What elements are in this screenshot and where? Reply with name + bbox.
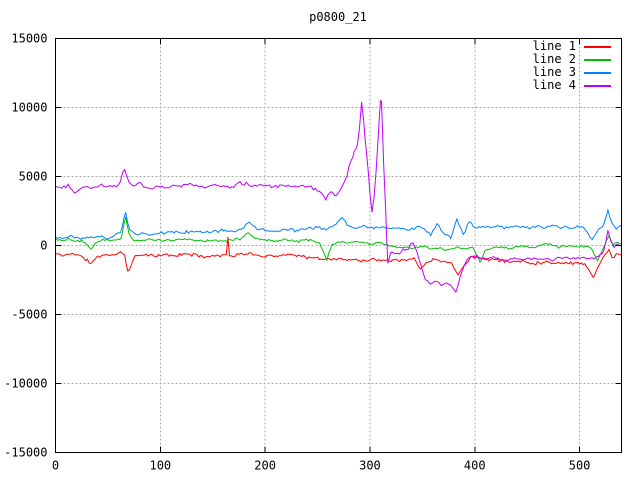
y-axis-tick-label: 0 [40,239,47,253]
legend-line-sample [584,45,611,48]
y-axis-tick-label: 10000 [11,101,47,115]
x-axis-tick-label: 200 [254,459,276,473]
y-axis-tick-label: -5000 [11,308,47,322]
legend-entry: line 3 [533,66,611,79]
x-axis-tick-label: 100 [149,459,171,473]
x-axis-tick-label: 400 [464,459,486,473]
x-axis-tick-label: 300 [359,459,381,473]
chart-title: p0800_21 [309,10,367,24]
series-line-4 [55,99,622,294]
y-axis-tick-label: -10000 [4,377,47,391]
legend-line-sample [584,71,611,74]
legend-label: line 3 [532,65,576,79]
legend-entry: line 1 [533,40,611,53]
legend-label: line 2 [532,52,576,66]
legend-label: line 4 [532,78,576,92]
x-axis-tick-label: 0 [52,459,59,473]
y-axis-tick-label: 5000 [19,170,48,184]
legend-line-sample [584,84,611,87]
series-line-3 [55,208,622,241]
x-axis-tick-label: 500 [569,459,591,473]
legend-label: line 1 [532,39,576,53]
legend-line-sample [584,58,611,61]
legend-entry: line 4 [533,79,611,92]
series-line-2 [55,216,622,264]
series-line-1 [55,236,622,279]
legend-entry: line 2 [533,53,611,66]
y-axis-tick-label: 15000 [11,32,47,46]
legend: line 1 line 2 line 3 line 4 [533,40,611,92]
y-axis-tick-label: -15000 [4,446,47,460]
